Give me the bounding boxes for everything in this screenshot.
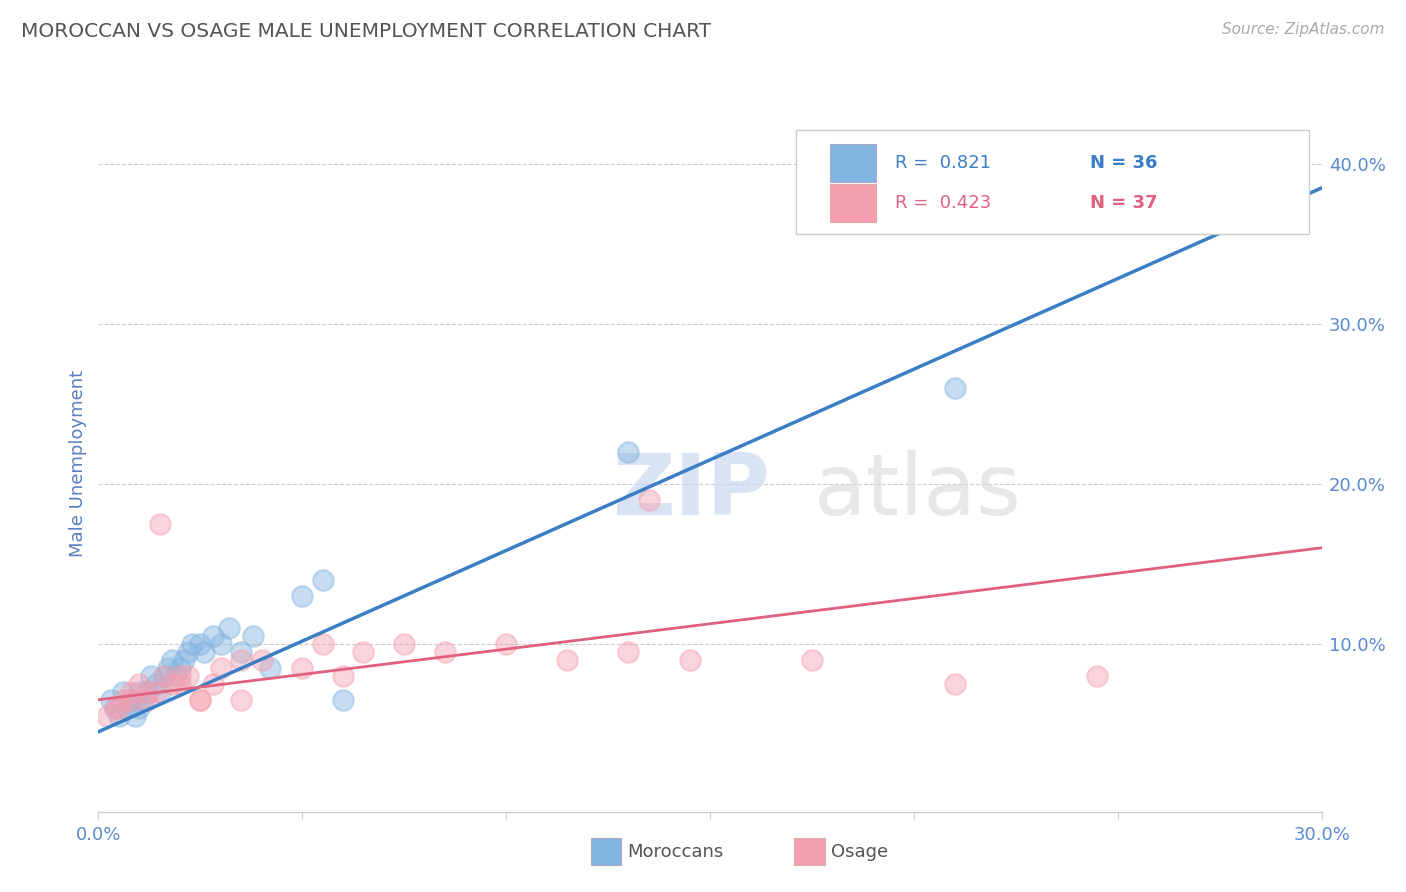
Text: MOROCCAN VS OSAGE MALE UNEMPLOYMENT CORRELATION CHART: MOROCCAN VS OSAGE MALE UNEMPLOYMENT CORR…: [21, 22, 711, 41]
Point: [115, 700, 138, 714]
Point: [111, 685, 134, 699]
Point: [145, 677, 167, 691]
Point: [149, 685, 172, 699]
Point: [242, 629, 264, 643]
Point: [124, 708, 146, 723]
Point: [169, 669, 191, 683]
FancyBboxPatch shape: [796, 130, 1309, 235]
Point: [136, 685, 159, 699]
Point: [1188, 189, 1211, 203]
Point: [111, 692, 134, 706]
Point: [188, 637, 212, 651]
Text: R =  0.423: R = 0.423: [894, 194, 991, 212]
Point: [392, 637, 416, 651]
Point: [120, 685, 142, 699]
Point: [231, 692, 253, 706]
Point: [120, 692, 142, 706]
Text: Moroccans: Moroccans: [627, 843, 723, 861]
Point: [617, 645, 640, 659]
Y-axis label: Male Unemployment: Male Unemployment: [69, 370, 87, 558]
Point: [557, 653, 579, 667]
Point: [943, 381, 966, 395]
Point: [250, 653, 273, 667]
Point: [259, 661, 281, 675]
Point: [617, 445, 640, 459]
Point: [152, 669, 174, 683]
Point: [145, 685, 167, 699]
Text: atlas: atlas: [814, 450, 1022, 533]
Point: [188, 692, 212, 706]
Point: [332, 692, 354, 706]
Point: [120, 692, 142, 706]
Point: [128, 700, 150, 714]
Point: [149, 516, 172, 531]
Point: [188, 692, 212, 706]
Point: [136, 685, 159, 699]
Text: N = 37: N = 37: [1091, 194, 1159, 212]
Text: Osage: Osage: [831, 843, 889, 861]
Point: [495, 637, 517, 651]
Point: [291, 589, 314, 603]
Point: [434, 645, 457, 659]
Point: [209, 637, 232, 651]
Point: [160, 677, 183, 691]
Point: [231, 645, 253, 659]
Point: [638, 492, 661, 507]
Text: R =  0.821: R = 0.821: [894, 154, 991, 172]
Point: [312, 573, 335, 587]
Point: [201, 629, 224, 643]
Point: [801, 653, 824, 667]
Point: [679, 653, 702, 667]
Point: [152, 669, 174, 683]
Point: [156, 661, 179, 675]
Point: [181, 637, 204, 651]
Point: [312, 637, 335, 651]
Point: [231, 653, 253, 667]
Point: [160, 653, 183, 667]
Point: [169, 661, 191, 675]
Point: [943, 677, 966, 691]
Point: [108, 708, 131, 723]
Point: [104, 700, 127, 714]
Text: Source: ZipAtlas.com: Source: ZipAtlas.com: [1222, 22, 1385, 37]
Point: [169, 677, 191, 691]
FancyBboxPatch shape: [830, 145, 876, 182]
Point: [218, 621, 240, 635]
Point: [136, 692, 159, 706]
Point: [100, 692, 122, 706]
Point: [1085, 669, 1108, 683]
Point: [332, 669, 354, 683]
Point: [128, 685, 150, 699]
Point: [177, 669, 200, 683]
Point: [201, 677, 224, 691]
FancyBboxPatch shape: [830, 184, 876, 222]
Point: [177, 645, 200, 659]
Text: N = 36: N = 36: [1091, 154, 1159, 172]
Point: [141, 669, 163, 683]
Point: [132, 692, 155, 706]
Point: [128, 677, 150, 691]
Point: [193, 645, 215, 659]
Point: [108, 700, 131, 714]
Text: ZIP: ZIP: [612, 450, 770, 533]
Point: [173, 653, 195, 667]
Point: [209, 661, 232, 675]
Point: [291, 661, 314, 675]
Point: [104, 700, 127, 714]
Point: [165, 669, 187, 683]
Point: [352, 645, 374, 659]
Point: [96, 708, 118, 723]
